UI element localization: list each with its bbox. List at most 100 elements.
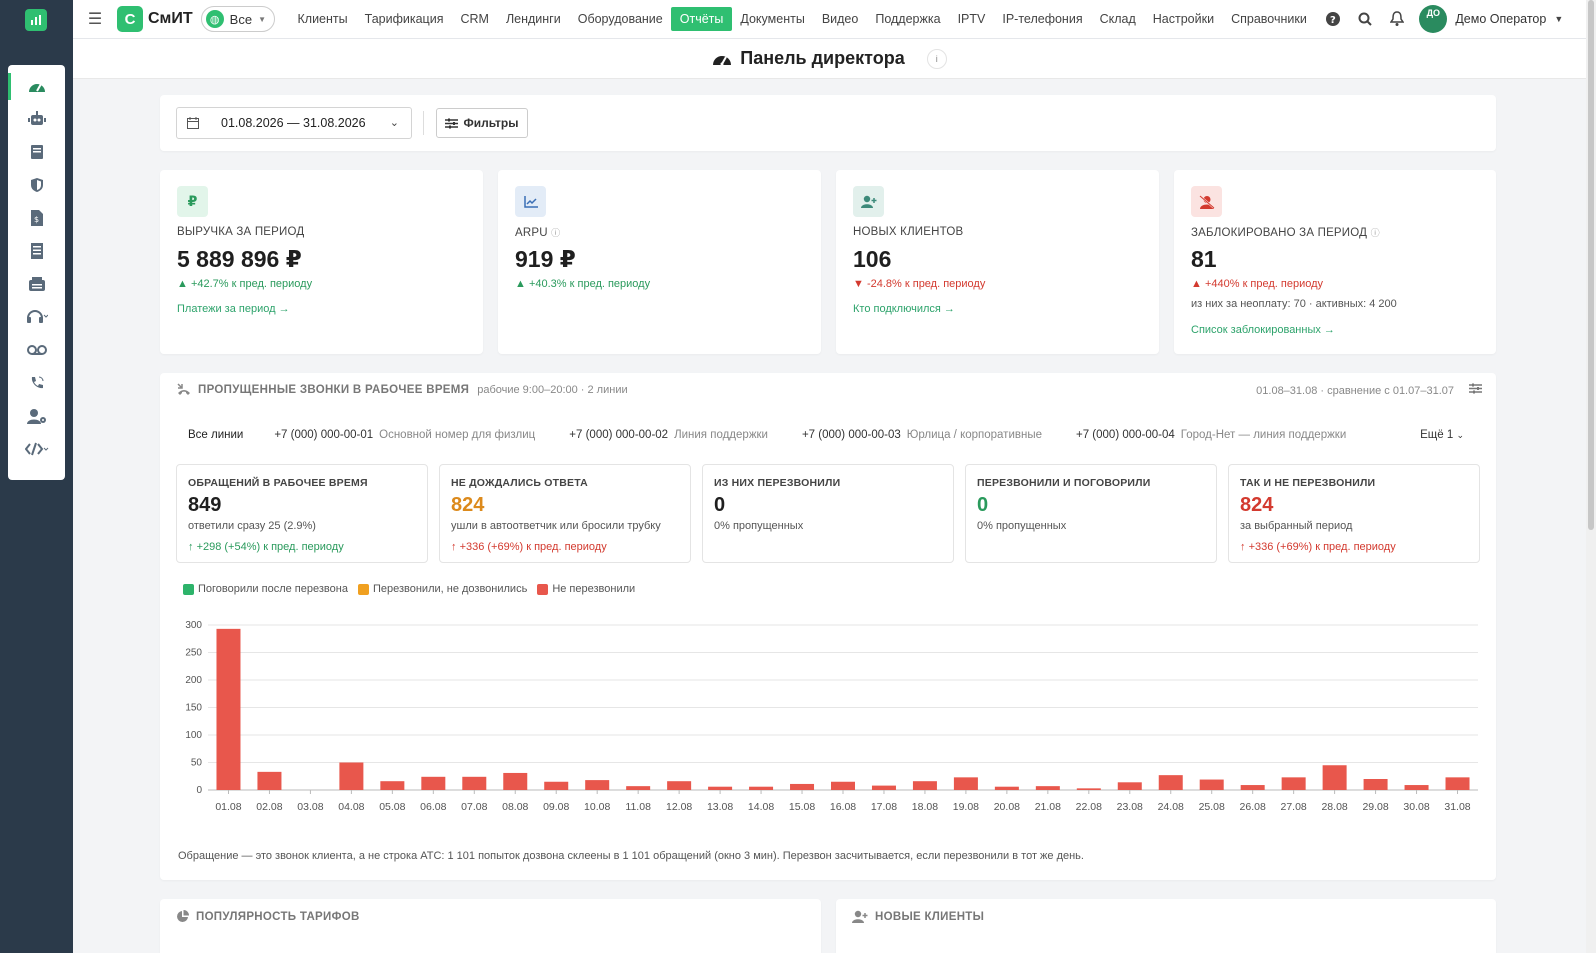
- mailbox-icon[interactable]: [24, 271, 50, 297]
- kpi-delta: ▲ +42.7% к пред. периоду: [177, 278, 313, 290]
- chart-bar[interactable]: [1199, 779, 1224, 790]
- chart-bar[interactable]: [380, 781, 405, 790]
- nav-item[interactable]: Тарификация: [364, 12, 444, 26]
- nav-item[interactable]: Клиенты: [297, 12, 348, 26]
- chart-bar[interactable]: [1445, 777, 1470, 790]
- nav-item[interactable]: Поддержка: [875, 12, 941, 26]
- chart-bar[interactable]: [339, 762, 364, 791]
- nav-item[interactable]: Склад: [1099, 12, 1136, 26]
- bell-icon[interactable]: [1387, 9, 1407, 29]
- legend-item[interactable]: Перезвонили, не дозвонились: [357, 583, 527, 595]
- legend-item[interactable]: Поговорили после перезвона: [183, 583, 348, 595]
- chart-bar[interactable]: [585, 780, 610, 790]
- kpi-link[interactable]: Платежи за период →: [177, 303, 290, 315]
- scrollbar[interactable]: [1586, 0, 1596, 953]
- tab-line[interactable]: +7 (000) 000-00-01 Основной номер для физ…: [274, 429, 536, 441]
- document-icon[interactable]: $: [24, 205, 50, 231]
- voicemail-icon[interactable]: [24, 337, 50, 363]
- filters-button[interactable]: Фильтры: [436, 108, 528, 138]
- kpi-card-arpu: ARPU ⓘ 919 ₽ ▲ +40.3% к пред. периоду: [498, 170, 821, 354]
- nav-item[interactable]: Лендинги: [505, 12, 561, 26]
- x-tick-label: 28.08: [1321, 801, 1347, 813]
- scrollbar-thumb[interactable]: [1588, 0, 1594, 530]
- code-icon[interactable]: [24, 436, 50, 462]
- logo-icon[interactable]: [25, 9, 47, 31]
- date-range-picker[interactable]: 01.08.2026 — 31.08.2026 ⌄: [176, 107, 412, 139]
- brand[interactable]: С СмИТ: [117, 6, 193, 32]
- chart-bar[interactable]: [953, 777, 978, 790]
- chart-bar[interactable]: [216, 628, 241, 790]
- receipt-icon[interactable]: [24, 238, 50, 264]
- info-icon[interactable]: ⓘ: [1370, 228, 1380, 238]
- x-tick-label: 01.08: [215, 801, 241, 813]
- chart-bar[interactable]: [462, 776, 487, 790]
- stat-label: ТАК И НЕ ПЕРЕЗВОНИЛИ: [1240, 477, 1376, 489]
- chart-bar[interactable]: [1322, 765, 1347, 790]
- chart-bar[interactable]: [1035, 786, 1060, 790]
- user-name[interactable]: Демо Оператор: [1455, 12, 1547, 26]
- kpi-delta: ▲ +40.3% к пред. периоду: [515, 278, 651, 290]
- nav-item[interactable]: Справочники: [1231, 12, 1307, 26]
- user-caret-icon[interactable]: ▼: [1554, 14, 1564, 24]
- nav-item[interactable]: Оборудование: [577, 12, 663, 26]
- info-icon[interactable]: ⓘ: [551, 228, 561, 238]
- kpi-link[interactable]: Кто подключился →: [853, 303, 955, 315]
- chart-bar[interactable]: [831, 781, 855, 790]
- nav-item[interactable]: Настройки: [1152, 12, 1215, 26]
- x-tick-label: 30.08: [1403, 801, 1429, 813]
- stat-card: ПЕРЕЗВОНИЛИ И ПОГОВОРИЛИ 0 0% пропущенны…: [965, 464, 1217, 563]
- info-icon[interactable]: i: [926, 48, 947, 69]
- help-icon[interactable]: ?: [1323, 9, 1343, 29]
- legend-item[interactable]: Не перезвонили: [537, 583, 635, 595]
- user-block-icon: [1191, 186, 1222, 217]
- chart-bar[interactable]: [257, 771, 282, 790]
- chart-bar[interactable]: [790, 783, 815, 790]
- headset-icon[interactable]: [24, 304, 50, 330]
- filters-label: Фильтры: [463, 116, 519, 130]
- brand-badge: С: [117, 6, 143, 32]
- chart-bar[interactable]: [708, 786, 733, 790]
- nav-item[interactable]: IP-телефония: [1002, 12, 1083, 26]
- x-tick-label: 05.08: [379, 801, 405, 813]
- chart-bar[interactable]: [749, 786, 774, 790]
- book-icon[interactable]: [24, 139, 50, 165]
- x-tick-label: 23.08: [1117, 801, 1143, 813]
- chart-bar[interactable]: [1117, 782, 1142, 790]
- search-icon[interactable]: [1355, 9, 1375, 29]
- nav-item[interactable]: IPTV: [957, 12, 986, 26]
- chart-bar[interactable]: [1404, 785, 1429, 790]
- nav-item[interactable]: Документы: [740, 12, 805, 26]
- chart-bar[interactable]: [421, 776, 446, 790]
- shield-icon[interactable]: [24, 172, 50, 198]
- nav-item[interactable]: CRM: [460, 12, 489, 26]
- chart-bar[interactable]: [544, 781, 569, 790]
- chart-bar[interactable]: [1240, 785, 1265, 790]
- chart-bar[interactable]: [503, 772, 528, 790]
- settings-sliders-icon[interactable]: [1469, 382, 1482, 397]
- kpi-link[interactable]: Список заблокированных →: [1191, 324, 1335, 336]
- chart-bar[interactable]: [1281, 777, 1306, 790]
- chart-bar[interactable]: [912, 781, 937, 790]
- scope-select[interactable]: ◍ Все ▼: [200, 6, 275, 32]
- chart-bar[interactable]: [1076, 788, 1101, 790]
- chart-bar[interactable]: [1158, 775, 1183, 790]
- chart-bar[interactable]: [871, 785, 896, 790]
- chart-bar[interactable]: [667, 781, 692, 790]
- chart-bar[interactable]: [994, 786, 1019, 790]
- chart-bar[interactable]: [1363, 779, 1388, 790]
- phone-ring-icon[interactable]: [24, 370, 50, 396]
- tab-all-lines[interactable]: Все линии: [188, 429, 244, 441]
- tab-line[interactable]: +7 (000) 000-00-04 Город-Нет — линия подд…: [1076, 429, 1347, 441]
- tab-line[interactable]: +7 (000) 000-00-02 Линия поддержки: [569, 429, 768, 441]
- avatar[interactable]: ДО: [1419, 5, 1448, 33]
- user-gear-icon[interactable]: [24, 403, 50, 429]
- nav-item[interactable]: Видео: [821, 12, 859, 26]
- robot-icon[interactable]: [24, 106, 50, 132]
- stat-label: ПЕРЕЗВОНИЛИ И ПОГОВОРИЛИ: [977, 477, 1151, 489]
- menu-icon[interactable]: ☰: [87, 11, 103, 28]
- chart-bar[interactable]: [626, 786, 651, 790]
- tab-line[interactable]: +7 (000) 000-00-03 Юрлица / корпоративные: [801, 429, 1042, 441]
- dashboard-icon[interactable]: [24, 73, 50, 99]
- more-lines-dropdown[interactable]: Ещё 1 ⌄: [1420, 429, 1464, 441]
- nav-item[interactable]: Отчёты: [671, 7, 732, 31]
